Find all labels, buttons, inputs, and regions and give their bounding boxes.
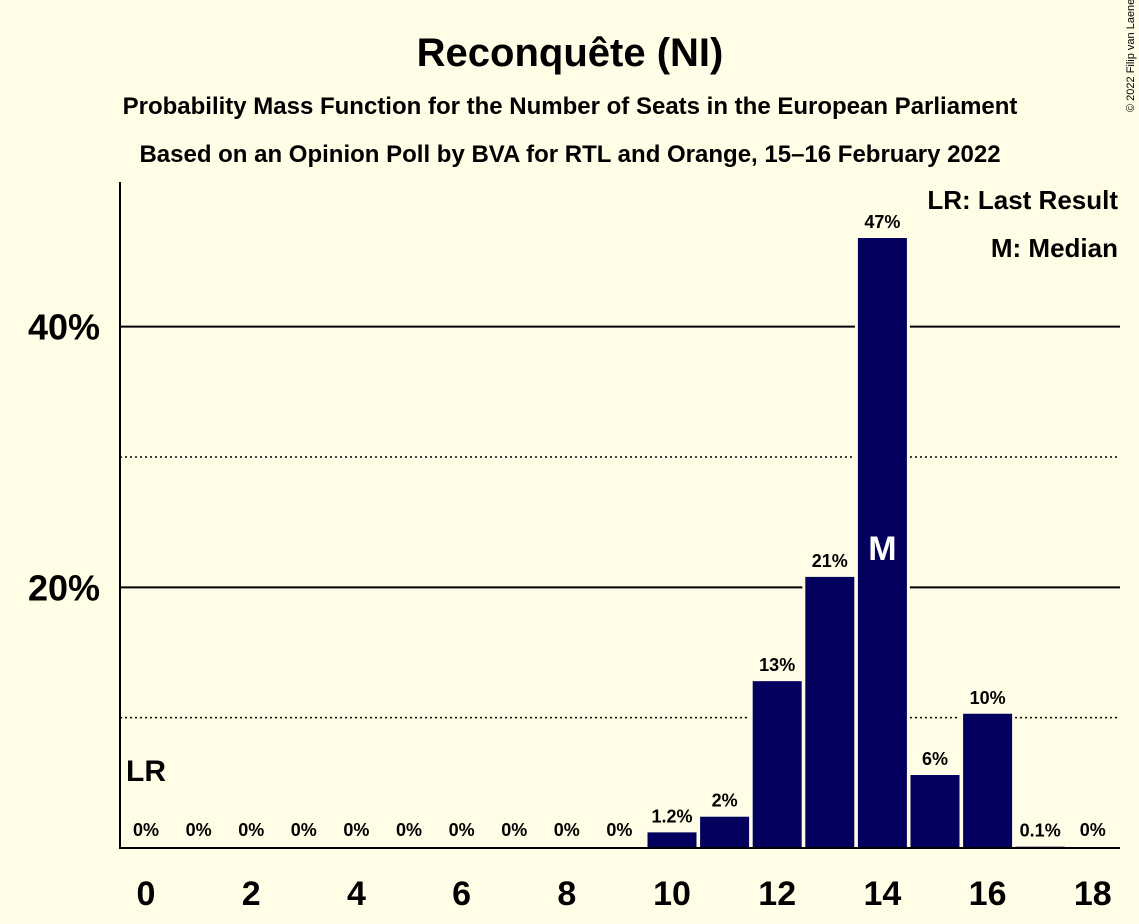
x-tick-label: 14 xyxy=(863,875,901,913)
x-tick-label: 4 xyxy=(347,875,366,913)
x-tick-label: 16 xyxy=(969,875,1007,913)
axes xyxy=(119,182,1120,849)
chart-title: Reconquête (NI) xyxy=(417,31,724,75)
bar-value-label: 21% xyxy=(812,551,848,571)
bar-value-label: 0% xyxy=(606,820,632,840)
bar-value-label: 0% xyxy=(501,820,527,840)
bar-seat-13 xyxy=(805,576,855,848)
copyright-note: © 2022 Filip van Laenen xyxy=(1125,0,1137,112)
x-tick-label: 8 xyxy=(557,875,576,913)
labels: 20%40%0% 0% 0% 0% 0% 0% 0% 0% 0% 0%1.2%2%13%21%47… xyxy=(28,212,1112,913)
bar-seat-12 xyxy=(752,681,802,848)
last-result-marker: LR xyxy=(126,755,166,788)
x-tick-label: 12 xyxy=(758,875,796,913)
bar-seat-11 xyxy=(700,816,750,848)
y-tick-label: 20% xyxy=(28,567,100,608)
legend-median: M: Median xyxy=(991,233,1118,263)
bar-value-label: 0% xyxy=(343,820,369,840)
bar-seat-15 xyxy=(910,775,960,848)
bar-value-label: 0% xyxy=(1080,820,1106,840)
bar-value-label: 6% xyxy=(922,749,948,769)
bar-value-label: 2% xyxy=(712,791,738,811)
bar-value-label: 0% xyxy=(133,820,159,840)
bar-seat-16 xyxy=(963,713,1013,848)
bars xyxy=(644,235,1068,848)
x-tick-label: 18 xyxy=(1074,875,1112,913)
bar-value-label: 13% xyxy=(759,655,795,675)
median-marker: M xyxy=(868,530,896,568)
bar-seat-10 xyxy=(647,832,697,848)
bar-value-label: 0% xyxy=(554,820,580,840)
bar-value-label: 0% xyxy=(449,820,475,840)
bar-value-label: 0% xyxy=(186,820,212,840)
bar-value-label: 10% xyxy=(970,688,1006,708)
x-tick-label: 2 xyxy=(242,875,261,913)
bar-value-label: 0% xyxy=(396,820,422,840)
bar-value-label: 47% xyxy=(864,212,900,232)
chart-subtitle-2: Based on an Opinion Poll by BVA for RTL … xyxy=(139,141,1000,168)
bar-gap xyxy=(1012,843,1068,848)
bar-seat-14 xyxy=(857,238,907,848)
bar-value-label: 0% xyxy=(238,820,264,840)
legend-last-result: LR: Last Result xyxy=(927,185,1118,215)
x-tick-label: 10 xyxy=(653,875,691,913)
y-tick-label: 40% xyxy=(28,307,100,348)
gridlines xyxy=(120,325,1120,719)
chart-subtitle-1: Probability Mass Function for the Number… xyxy=(123,93,1018,120)
x-tick-label: 0 xyxy=(137,875,156,913)
bar-value-label: 1.2% xyxy=(651,806,692,826)
bar-value-label: 0.1% xyxy=(1020,821,1061,841)
x-tick-label: 6 xyxy=(452,875,471,913)
bar-value-label: 0% xyxy=(291,820,317,840)
